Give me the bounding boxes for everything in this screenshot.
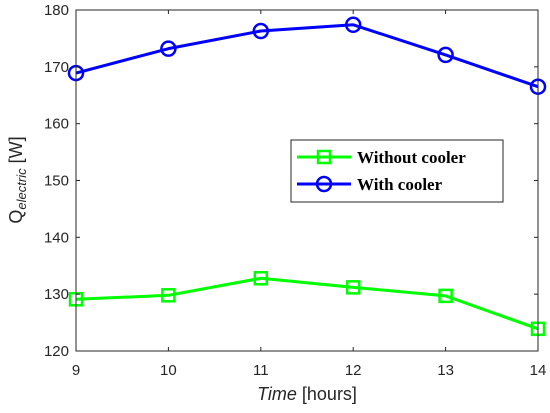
y-axis-label-subscript: electric [14,168,29,210]
y-axis-label-unit: [W] [6,136,26,168]
x-tick-label-5: 14 [530,362,547,379]
x-axis-label-unit: [hours] [297,384,357,404]
x-tick-label-1: 10 [160,362,177,379]
x-axis-label-main: Time [257,384,297,404]
legend-label-without-cooler: Without cooler [357,148,466,167]
y-tick-label-2: 140 [44,229,69,246]
x-tick-label-0: 9 [72,362,80,379]
y-tick-label-0: 120 [44,343,69,360]
y-axis-label: Qelectric [W] [6,136,29,223]
y-tick-label-3: 150 [44,173,69,190]
y-tick-label-1: 130 [44,286,69,303]
x-axis-label: Time [hours] [257,384,357,404]
x-tick-label-3: 12 [345,362,362,379]
x-tick-label-2: 11 [253,362,269,379]
y-tick-label-5: 170 [44,59,69,76]
legend: Without cooler With cooler [291,140,503,202]
y-axis-label-main: Q [6,210,26,224]
legend-label-with-cooler: With cooler [357,175,443,194]
x-tick-label-4: 13 [437,362,454,379]
y-tick-label-4: 160 [44,116,69,133]
y-tick-label-6: 180 [44,2,69,19]
